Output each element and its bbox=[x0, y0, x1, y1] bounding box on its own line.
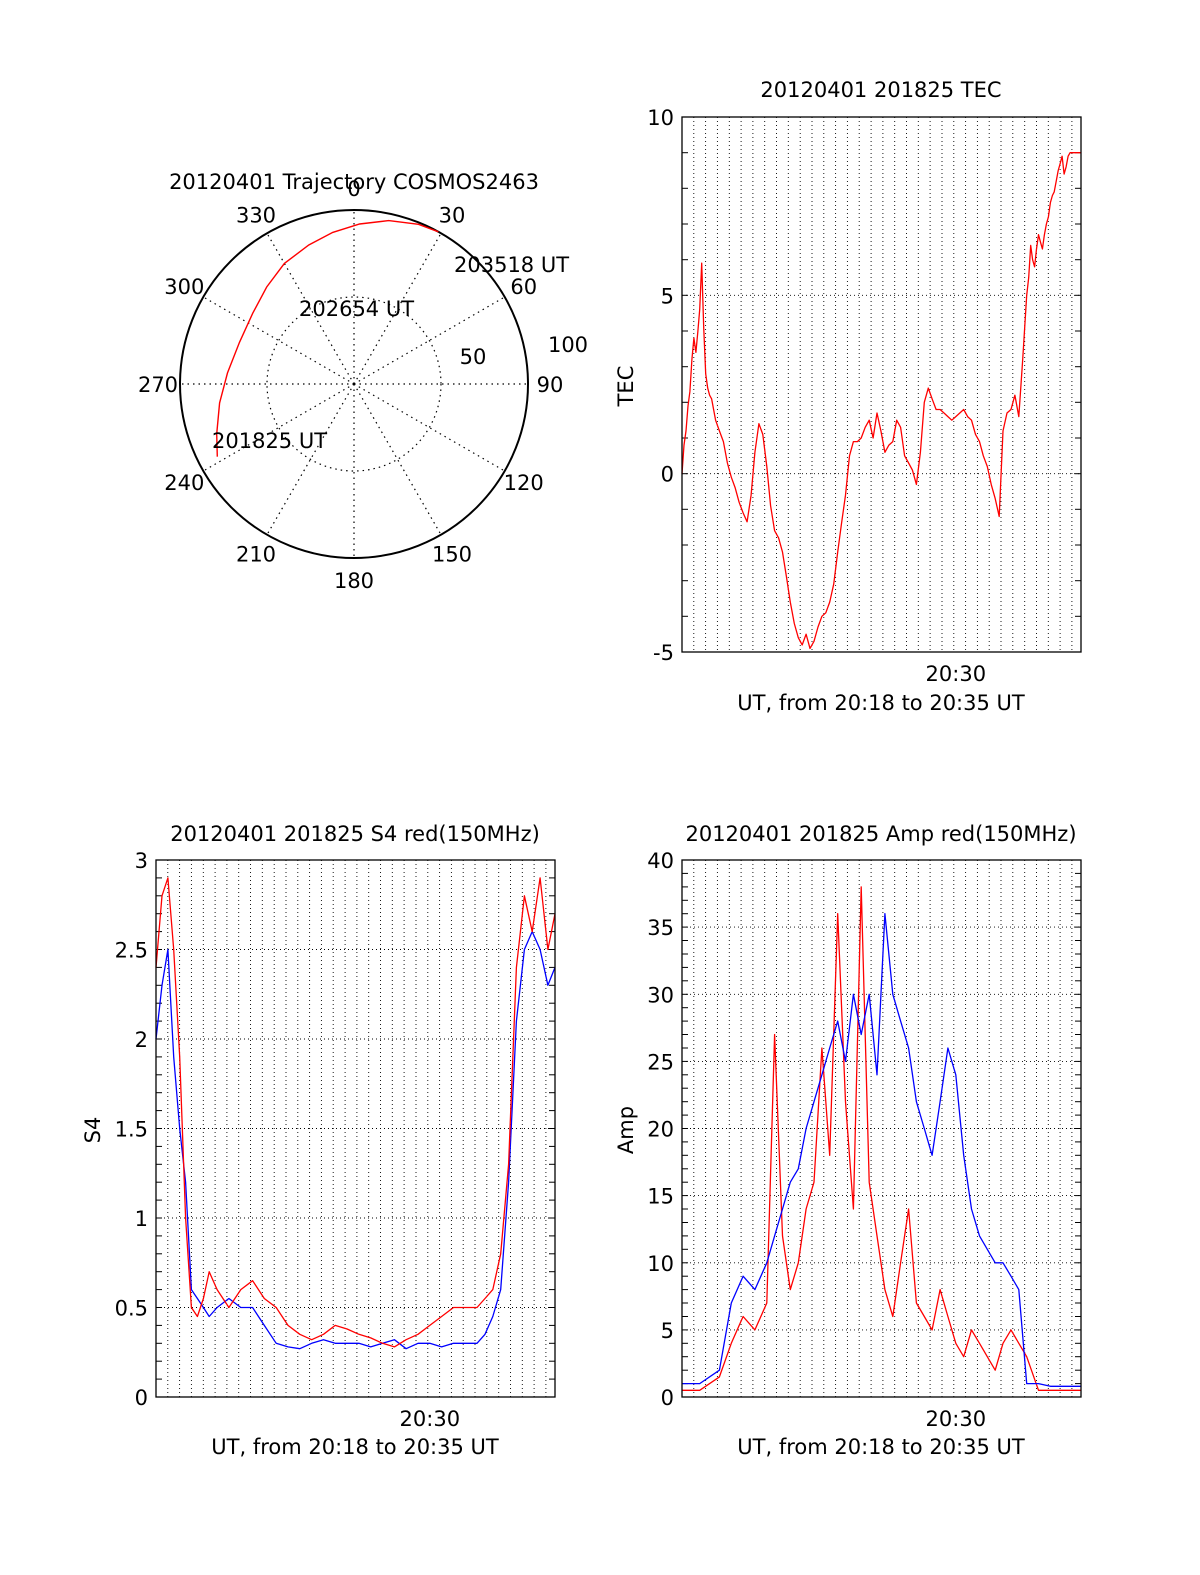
tec-frame bbox=[681, 116, 1082, 653]
polar-radial-label-100: 100 bbox=[548, 333, 588, 357]
s4-panel: 20120401 201825 S4 red(150MHz) 0 0.5 1 1.5 2… bbox=[81, 822, 556, 1459]
polar-azimuth-label-150: 150 bbox=[432, 543, 472, 567]
tec-ytick-10: 10 bbox=[647, 106, 674, 130]
polar-azimuth-label-300: 300 bbox=[164, 275, 204, 299]
polar-spoke-210 bbox=[266, 383, 355, 535]
amp-title: 20120401 201825 Amp red(150MHz) bbox=[685, 822, 1076, 846]
polar-annotation-start: 201825 UT bbox=[212, 429, 327, 453]
polar-spoke-240 bbox=[203, 383, 355, 472]
s4-ytick-1.5: 1.5 bbox=[115, 1118, 148, 1142]
polar-azimuth-label-180: 180 bbox=[334, 569, 374, 593]
polar-grid bbox=[179, 209, 529, 559]
amp-ytick-15: 15 bbox=[647, 1185, 674, 1209]
amp-ylabel: Amp bbox=[614, 1106, 638, 1154]
polar-annotation-end: 203518 UT bbox=[454, 253, 569, 277]
amp-series-0 bbox=[682, 886, 1081, 1391]
polar-azimuth-label-60: 60 bbox=[510, 275, 537, 299]
s4-ytick-0.5: 0.5 bbox=[115, 1297, 148, 1321]
amp-plot-area: 0 5 10 15 20 25 30 35 40 20:30 bbox=[647, 849, 1082, 1431]
polar-spoke-60 bbox=[353, 296, 505, 385]
tec-panel: 20120401 201825 TEC -5 0 5 10 20:30 UT, from… bbox=[614, 78, 1082, 715]
amp-ytick-35: 35 bbox=[647, 916, 674, 940]
s4-title: 20120401 201825 S4 red(150MHz) bbox=[170, 822, 540, 846]
amp-ytick-0: 0 bbox=[661, 1386, 674, 1410]
amp-frame bbox=[681, 859, 1082, 1398]
s4-series-0 bbox=[155, 930, 556, 1350]
polar-outer-ring bbox=[179, 209, 529, 559]
s4-ytick-3: 3 bbox=[135, 849, 148, 873]
polar-azimuth-label-30: 30 bbox=[439, 203, 466, 227]
amp-ytick-40: 40 bbox=[647, 849, 674, 873]
amp-ytick-10: 10 bbox=[647, 1252, 674, 1276]
polar-title: 20120401 Trajectory COSMOS2463 bbox=[169, 170, 539, 194]
polar-spoke-30 bbox=[353, 233, 442, 385]
s4-series-1 bbox=[155, 877, 556, 1348]
polar-azimuth-label-90: 90 bbox=[537, 373, 564, 397]
polar-spoke-150 bbox=[353, 383, 442, 535]
polar-annotation-middle: 202654 UT bbox=[299, 297, 414, 321]
tec-series-0 bbox=[681, 152, 1081, 650]
s4-plot-area: 0 0.5 1 1.5 2 2.5 3 20:30 bbox=[115, 849, 556, 1431]
tec-plot-area: -5 0 5 10 20:30 bbox=[647, 106, 1082, 686]
amp-series-1 bbox=[682, 913, 1081, 1387]
tec-ylabel: TEC bbox=[614, 366, 638, 408]
amp-ytick-25: 25 bbox=[647, 1050, 674, 1074]
polar-spoke-300 bbox=[203, 296, 355, 385]
tec-ytick-0: 0 bbox=[661, 463, 674, 487]
s4-xtick-20:30: 20:30 bbox=[400, 1407, 461, 1431]
amp-ytick-5: 5 bbox=[661, 1319, 674, 1343]
polar-azimuth-label-120: 120 bbox=[504, 471, 544, 495]
s4-ytick-0: 0 bbox=[135, 1386, 148, 1410]
polar-azimuth-label-270: 270 bbox=[138, 373, 178, 397]
tec-title: 20120401 201825 TEC bbox=[760, 78, 1001, 102]
tec-xtick-20:30: 20:30 bbox=[926, 662, 987, 686]
amp-xtick-20:30: 20:30 bbox=[926, 1407, 987, 1431]
amp-ytick-30: 30 bbox=[647, 983, 674, 1007]
tec-xlabel: UT, from 20:18 to 20:35 UT bbox=[737, 691, 1025, 715]
polar-radial-label-50: 50 bbox=[460, 345, 487, 369]
polar-inner-ring bbox=[266, 296, 442, 472]
polar-azimuth-label-0: 0 bbox=[347, 177, 360, 201]
tec-ytick-5: 5 bbox=[661, 284, 674, 308]
amp-xlabel: UT, from 20:18 to 20:35 UT bbox=[737, 1435, 1025, 1459]
s4-ytick-2.5: 2.5 bbox=[115, 939, 148, 963]
polar-spoke-330 bbox=[266, 233, 355, 385]
polar-azimuth-label-330: 330 bbox=[236, 203, 276, 227]
polar-azimuth-label-240: 240 bbox=[164, 471, 204, 495]
s4-ytick-2: 2 bbox=[135, 1028, 148, 1052]
polar-trajectory-line-0 bbox=[215, 219, 439, 457]
amp-panel: 20120401 201825 Amp red(150MHz) 0 5 10 15 20… bbox=[614, 822, 1082, 1459]
s4-frame bbox=[155, 859, 556, 1398]
polar-spoke-120 bbox=[353, 383, 505, 472]
tec-ytick--5: -5 bbox=[653, 641, 674, 665]
s4-ylabel: S4 bbox=[81, 1117, 105, 1144]
polar-trajectory-panel: 20120401 Trajectory COSMOS2463 0 30 60 90 12… bbox=[138, 170, 588, 593]
s4-ytick-1: 1 bbox=[135, 1207, 148, 1231]
polar-azimuth-label-210: 210 bbox=[236, 543, 276, 567]
polar-azimuth-labels: 0 30 60 90 120 150 180 210 240 270 300 330 bbox=[138, 177, 563, 593]
polar-trajectory-series bbox=[215, 219, 439, 457]
amp-ytick-20: 20 bbox=[647, 1118, 674, 1142]
s4-xlabel: UT, from 20:18 to 20:35 UT bbox=[211, 1435, 499, 1459]
